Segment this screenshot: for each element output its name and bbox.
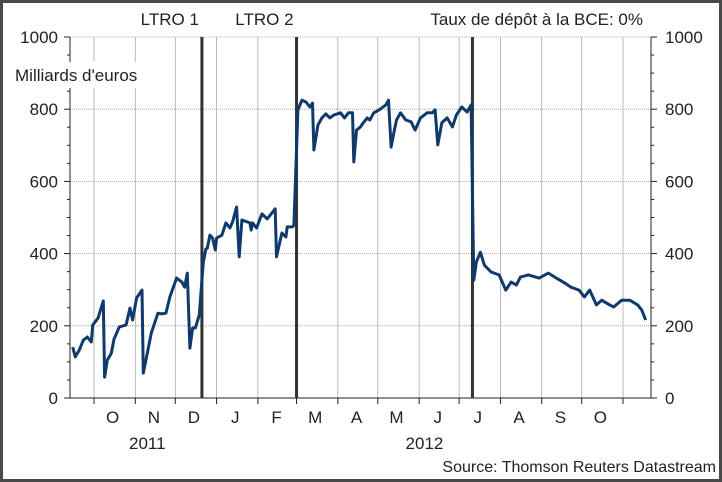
y-tick-label-left: 0: [49, 389, 58, 408]
source-note: Source: Thomson Reuters Datastream: [442, 459, 716, 476]
x-month-label: J: [434, 408, 443, 427]
y-tick-label-left: 400: [30, 245, 58, 264]
labels: 0 0 200 200 400 400 600 600 800 800 1000 1000 O N D J F M…: [20, 10, 703, 453]
x-year-label: 2012: [406, 434, 444, 453]
y-tick-label-left: 1000: [20, 28, 58, 47]
data-points: [73, 100, 646, 377]
y-axis-label: Milliards d'euros: [15, 66, 137, 85]
x-month-label: F: [271, 408, 281, 427]
y-tick-label-right: 200: [665, 317, 693, 336]
y-tick-label-right: 800: [665, 100, 693, 119]
series-line: [71, 98, 648, 379]
axes: [64, 36, 657, 404]
x-month-label: A: [513, 408, 525, 427]
x-month-label: D: [188, 408, 200, 427]
x-month-label: J: [474, 408, 483, 427]
y-tick-label-left: 200: [30, 317, 58, 336]
x-month-label: J: [231, 408, 240, 427]
ylabel-background: [12, 62, 170, 88]
event-label: LTRO 1: [141, 10, 199, 29]
x-month-label: M: [389, 408, 403, 427]
x-month-label: O: [594, 408, 607, 427]
y-tick-label-right: 0: [665, 389, 674, 408]
x-month-label: M: [308, 408, 322, 427]
event-label: Taux de dépôt à la BCE: 0%: [430, 10, 643, 29]
y-tick-label-left: 600: [30, 172, 58, 191]
x-month-label: A: [351, 408, 363, 427]
x-month-label: S: [555, 408, 566, 427]
y-tick-label-right: 400: [665, 245, 693, 264]
y-tick-label-right: 600: [665, 172, 693, 191]
event-lines: [200, 37, 474, 398]
gridlines: [70, 36, 651, 398]
y-tick-label-right: 1000: [665, 28, 703, 47]
x-month-label: O: [106, 408, 119, 427]
y-tick-label-left: 800: [30, 100, 58, 119]
x-year-label: 2011: [129, 434, 166, 453]
event-label: LTRO 2: [235, 10, 293, 29]
x-month-label: N: [148, 408, 160, 427]
